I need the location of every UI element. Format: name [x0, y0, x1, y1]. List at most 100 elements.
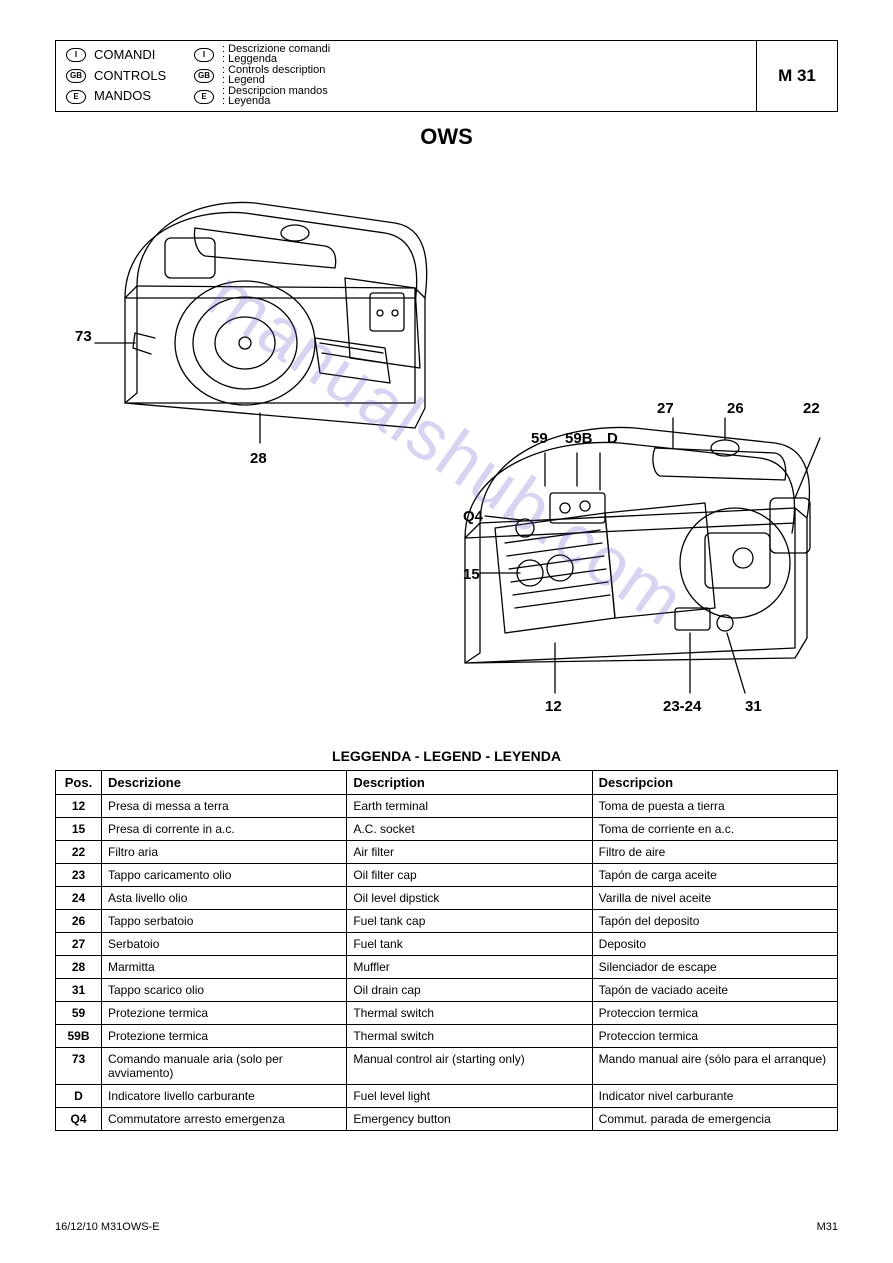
legend-row: 27SerbatoioFuel tankDeposito	[56, 933, 838, 956]
legend-row: 73Comando manuale aria (solo per avviame…	[56, 1048, 838, 1085]
legend-cell: Filtro de aire	[592, 841, 837, 864]
legend-cell: Mando manual aire (sólo para el arranque…	[592, 1048, 837, 1085]
legend-col-pos: Pos.	[56, 771, 102, 795]
legend-cell: Commutatore arresto emergenza	[102, 1108, 347, 1131]
legend-cell: Commut. parada de emergencia	[592, 1108, 837, 1131]
lang-badge-gb-2: GB	[194, 69, 214, 83]
legend-cell: Protezione termica	[102, 1002, 347, 1025]
callout-28: 28	[250, 450, 267, 467]
callout-12: 12	[545, 698, 562, 715]
legend-cell-pos: 24	[56, 887, 102, 910]
legend-cell: Tapón del deposito	[592, 910, 837, 933]
legend-cell: Oil filter cap	[347, 864, 592, 887]
lang-badge-e-2: E	[194, 90, 214, 104]
legend-row: 23Tappo caricamento olioOil filter capTa…	[56, 864, 838, 887]
page-header: I GB E COMANDI CONTROLS MANDOS I GB E : …	[55, 40, 838, 112]
legend-cell: Thermal switch	[347, 1002, 592, 1025]
header-shortlabels: COMANDI CONTROLS MANDOS	[94, 41, 184, 111]
lang-badge-i: I	[66, 48, 86, 62]
legend-cell: Fuel tank cap	[347, 910, 592, 933]
callout-27: 27	[657, 400, 674, 417]
legend-cell-pos: 73	[56, 1048, 102, 1085]
legend-cell: Presa di corrente in a.c.	[102, 818, 347, 841]
legend-cell: Proteccion termica	[592, 1025, 837, 1048]
header-code-text: M 31	[778, 66, 816, 86]
lang-badge-e: E	[66, 90, 86, 104]
header-sep-1: : Controls description : Legend	[222, 66, 325, 86]
legend-cell: Toma de puesta a tierra	[592, 795, 837, 818]
callout-23-24: 23-24	[663, 698, 701, 715]
callout-D: D	[607, 430, 618, 447]
header-badge-col-1: I GB E	[56, 41, 94, 111]
legend-cell-pos: Q4	[56, 1108, 102, 1131]
legend-row: 28MarmittaMufflerSilenciador de escape	[56, 956, 838, 979]
header-desc-e-b: : Leyenda	[222, 97, 328, 107]
legend-cell: Comando manuale aria (solo per avviament…	[102, 1048, 347, 1085]
footer-right: M31	[817, 1221, 838, 1233]
legend-col-it: Descrizione	[102, 771, 347, 795]
page-footer: 16/12/10 M31OWS-E M31	[0, 1221, 893, 1233]
legend-cell: Deposito	[592, 933, 837, 956]
legend-cell: Oil drain cap	[347, 979, 592, 1002]
legend-cell: Emergency button	[347, 1108, 592, 1131]
legend-cell: Silenciador de escape	[592, 956, 837, 979]
generator-drawing-2	[425, 398, 845, 728]
legend-title: LEGGENDA - LEGEND - LEYENDA	[55, 748, 838, 764]
callout-59: 59	[531, 430, 548, 447]
callout-22: 22	[803, 400, 820, 417]
callout-15: 15	[463, 566, 480, 583]
legend-cell: Tappo scarico olio	[102, 979, 347, 1002]
header-longlabels: : Descrizione comandi : Leggenda : Contr…	[222, 41, 336, 111]
legend-row: 26Tappo serbatoioFuel tank capTapón del …	[56, 910, 838, 933]
legend-cell-pos: D	[56, 1085, 102, 1108]
header-badge-col-2: I GB E	[184, 41, 222, 111]
legend-cell: Fuel level light	[347, 1085, 592, 1108]
legend-cell: Proteccion termica	[592, 1002, 837, 1025]
legend-row: 24Asta livello olioOil level dipstickVar…	[56, 887, 838, 910]
legend-cell: Indicator nivel carburante	[592, 1085, 837, 1108]
callout-59B: 59B	[565, 430, 593, 447]
legend-row: 59BProtezione termicaThermal switchProte…	[56, 1025, 838, 1048]
legend-row: 59Protezione termicaThermal switchProtec…	[56, 1002, 838, 1025]
legend-cell-pos: 28	[56, 956, 102, 979]
figure-area: 73 28 59 59B D Q4 15 12 23-24 31 27 26 2…	[55, 168, 838, 728]
legend-cell: A.C. socket	[347, 818, 592, 841]
legend-cell: Protezione termica	[102, 1025, 347, 1048]
header-sep-0: : Descrizione comandi : Leggenda	[222, 45, 330, 65]
legend-cell: Muffler	[347, 956, 592, 979]
legend-cell: Tapón de carga aceite	[592, 864, 837, 887]
legend-cell: Filtro aria	[102, 841, 347, 864]
page-title: OWS	[55, 124, 838, 150]
legend-cell-pos: 27	[56, 933, 102, 956]
legend-cell-pos: 31	[56, 979, 102, 1002]
legend-cell-pos: 22	[56, 841, 102, 864]
header-sep-2: : Descripcion mandos : Leyenda	[222, 87, 328, 107]
legend-cell-pos: 15	[56, 818, 102, 841]
legend-col-es: Descripcion	[592, 771, 837, 795]
lang-badge-gb: GB	[66, 69, 86, 83]
legend-cell: Asta livello olio	[102, 887, 347, 910]
legend-row: Q4Commutatore arresto emergenzaEmergency…	[56, 1108, 838, 1131]
legend-cell: Indicatore livello carburante	[102, 1085, 347, 1108]
legend-row: 15Presa di corrente in a.c.A.C. socketTo…	[56, 818, 838, 841]
legend-cell: Thermal switch	[347, 1025, 592, 1048]
legend-cell: Serbatoio	[102, 933, 347, 956]
legend-cell: Manual control air (starting only)	[347, 1048, 592, 1085]
header-short-i: COMANDI	[94, 48, 155, 62]
generator-drawing-1	[85, 168, 455, 458]
legend-row: 22Filtro ariaAir filterFiltro de aire	[56, 841, 838, 864]
legend-table: Pos. Descrizione Description Descripcion…	[55, 770, 838, 1131]
header-short-gb: CONTROLS	[94, 69, 166, 83]
lang-badge-i-2: I	[194, 48, 214, 62]
legend-cell-pos: 26	[56, 910, 102, 933]
legend-cell: Marmitta	[102, 956, 347, 979]
legend-cell: Earth terminal	[347, 795, 592, 818]
legend-cell: Tapón de vaciado aceite	[592, 979, 837, 1002]
legend-cell-pos: 59	[56, 1002, 102, 1025]
callout-73: 73	[75, 328, 92, 345]
header-left: I GB E COMANDI CONTROLS MANDOS I GB E : …	[56, 41, 756, 111]
legend-row: 12Presa di messa a terraEarth terminalTo…	[56, 795, 838, 818]
header-code: M 31	[756, 41, 837, 111]
legend-col-en: Description	[347, 771, 592, 795]
legend-cell-pos: 23	[56, 864, 102, 887]
